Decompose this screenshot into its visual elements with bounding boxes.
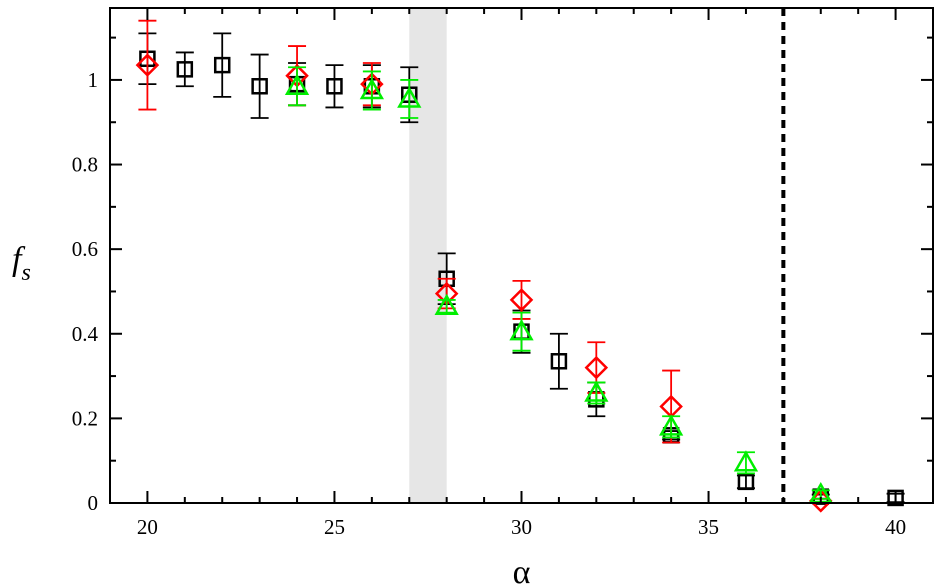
data-point-triangle (658, 414, 684, 436)
data-point-square (213, 56, 231, 74)
y-tick-label: 0.4 (72, 322, 99, 346)
data-point-triangle (397, 86, 422, 108)
axis-ticks-layer: 20 25 30 35 40 0 0.2 0.4 0.6 0.8 1 (72, 8, 934, 539)
data-point-square (550, 353, 568, 370)
data-point-square (887, 489, 904, 507)
x-tick-label: 40 (885, 515, 906, 539)
data-point-triangle (359, 77, 385, 100)
data-point-diamond (135, 53, 160, 77)
error-bar (138, 19, 157, 111)
x-tick-label: 20 (137, 515, 158, 539)
y-axis-title: fs (12, 241, 31, 286)
data-point-square (737, 473, 755, 491)
error-bar (400, 79, 419, 119)
data-point-square (176, 61, 194, 78)
data-point-triangle (584, 380, 609, 402)
data-series-layer (135, 19, 905, 513)
data-point-diamond (509, 288, 534, 312)
shaded-band-layer (409, 9, 447, 502)
y-tick-label: 0.2 (72, 406, 98, 430)
x-tick-label: 30 (511, 515, 532, 539)
shaded-band (409, 9, 447, 502)
y-axis-title-subscript: s (21, 260, 30, 286)
y-tick-label: 0 (88, 491, 99, 515)
data-point-diamond (584, 355, 609, 380)
error-bar (362, 70, 381, 111)
y-tick-label: 1 (88, 68, 99, 92)
series-triangle (284, 66, 833, 504)
error-bar (213, 32, 232, 98)
x-tick-label: 35 (698, 515, 719, 539)
x-axis-title: α (513, 554, 531, 588)
data-point-square (326, 78, 343, 95)
error-bar (250, 53, 269, 119)
series-diamond (135, 19, 833, 513)
data-point-triangle (434, 293, 459, 316)
y-tick-label: 0.6 (72, 237, 98, 261)
data-point-triangle (284, 73, 310, 96)
error-bar (175, 51, 194, 88)
series-square (138, 32, 905, 507)
data-point-square (251, 78, 268, 95)
data-point-triangle (733, 450, 759, 472)
error-bar (325, 64, 344, 109)
error-bar (549, 332, 568, 390)
data-point-triangle (509, 319, 534, 341)
error-bar (512, 311, 531, 352)
plot-frame (109, 7, 934, 504)
x-tick-label: 25 (324, 515, 345, 539)
error-bar (288, 66, 307, 107)
y-tick-label: 0.8 (72, 153, 98, 177)
